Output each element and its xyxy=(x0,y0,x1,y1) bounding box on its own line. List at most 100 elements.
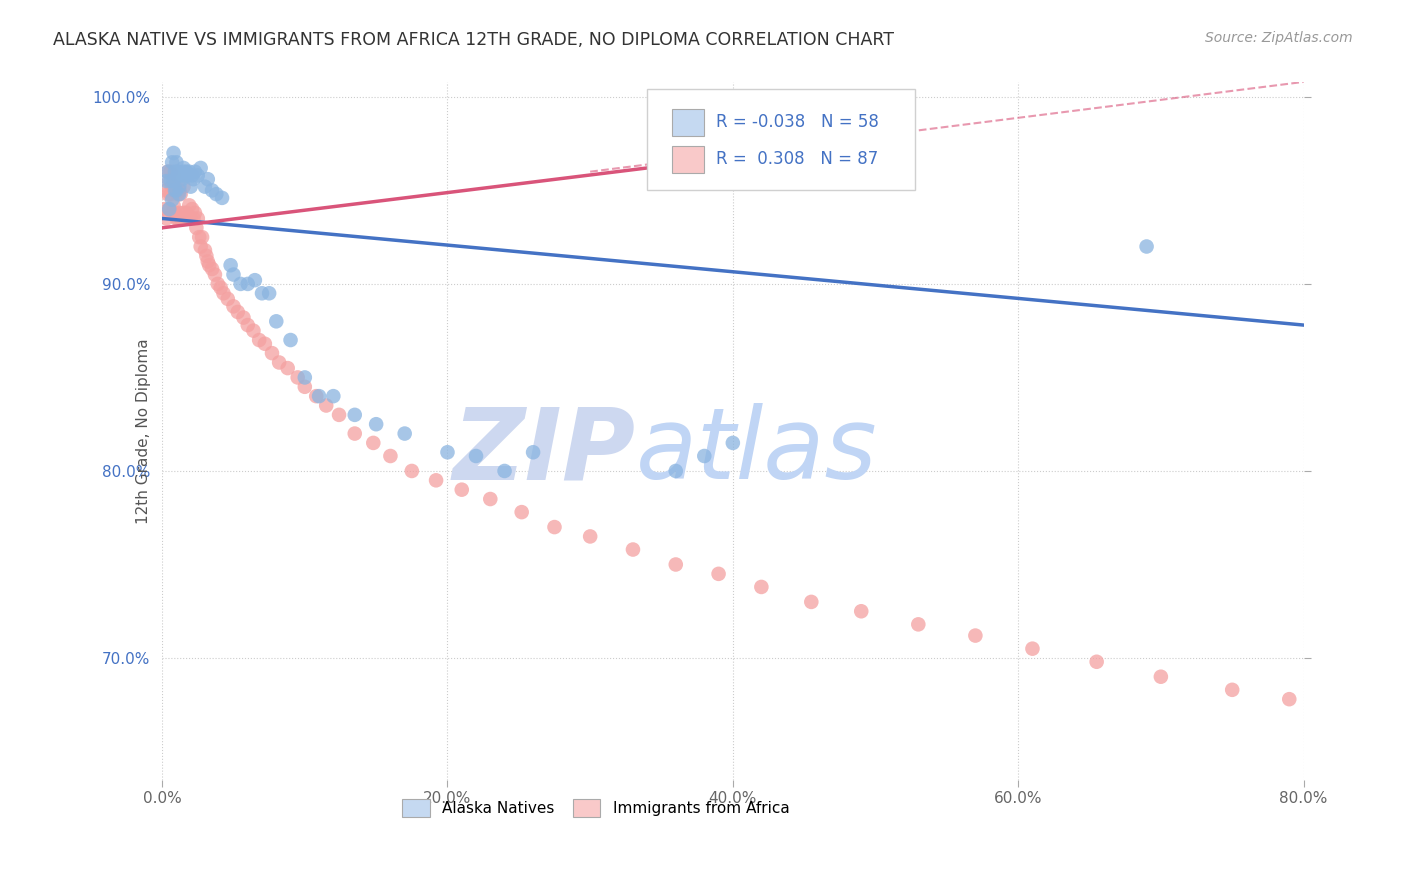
Point xyxy=(1085,655,1108,669)
Point xyxy=(163,183,186,197)
Point xyxy=(176,206,198,220)
Legend: Alaska Natives, Immigrants from Africa: Alaska Natives, Immigrants from Africa xyxy=(395,791,797,824)
Point xyxy=(522,445,544,459)
Point xyxy=(207,277,229,291)
Point xyxy=(165,211,187,226)
Point xyxy=(162,174,184,188)
Point xyxy=(186,220,208,235)
Point xyxy=(851,604,873,618)
Point xyxy=(167,187,190,202)
Point xyxy=(163,164,186,178)
Point xyxy=(305,389,328,403)
Point xyxy=(201,183,224,197)
Text: atlas: atlas xyxy=(636,403,877,500)
Point xyxy=(166,164,188,178)
Point xyxy=(257,286,280,301)
Point xyxy=(394,426,416,441)
Point xyxy=(180,179,202,194)
Point xyxy=(450,483,472,497)
Point xyxy=(260,346,283,360)
Point xyxy=(160,206,183,220)
Point xyxy=(160,155,183,169)
Point xyxy=(155,211,177,226)
Point xyxy=(243,273,266,287)
Point xyxy=(315,399,337,413)
Point xyxy=(173,164,195,178)
Point xyxy=(247,333,270,347)
Point xyxy=(173,179,195,194)
Point xyxy=(380,449,402,463)
Point xyxy=(179,198,201,212)
Point xyxy=(204,268,226,282)
Point xyxy=(250,286,273,301)
Text: R =  0.308   N = 87: R = 0.308 N = 87 xyxy=(716,151,877,169)
Point xyxy=(183,172,205,186)
Point xyxy=(156,164,179,178)
Point xyxy=(217,292,239,306)
Point xyxy=(494,464,516,478)
Point xyxy=(157,174,180,188)
Point xyxy=(156,187,179,202)
Point xyxy=(212,286,235,301)
Point xyxy=(236,318,259,332)
Point xyxy=(343,426,366,441)
Point xyxy=(436,445,458,459)
Point xyxy=(665,464,688,478)
Point xyxy=(465,449,488,463)
FancyBboxPatch shape xyxy=(647,89,915,190)
Point xyxy=(287,370,309,384)
Point xyxy=(157,202,180,216)
Point xyxy=(294,380,316,394)
Point xyxy=(194,179,217,194)
Point xyxy=(165,155,187,169)
Point xyxy=(166,169,188,183)
Point xyxy=(184,206,207,220)
Point xyxy=(401,464,423,478)
Point xyxy=(328,408,350,422)
Text: Source: ZipAtlas.com: Source: ZipAtlas.com xyxy=(1205,31,1353,45)
Point xyxy=(253,336,276,351)
Point xyxy=(166,187,188,202)
Point xyxy=(205,187,228,202)
Point xyxy=(165,183,187,197)
Point xyxy=(197,172,219,186)
Point xyxy=(160,179,183,194)
Point xyxy=(167,206,190,220)
Point xyxy=(155,174,177,188)
Point xyxy=(211,191,233,205)
Point xyxy=(264,314,287,328)
Point xyxy=(308,389,330,403)
Point xyxy=(579,529,602,543)
Point xyxy=(160,193,183,207)
Point xyxy=(242,324,264,338)
Point xyxy=(195,249,218,263)
Point xyxy=(197,254,219,268)
Point xyxy=(153,202,176,216)
Point xyxy=(479,491,502,506)
Point xyxy=(159,174,181,188)
Point xyxy=(343,408,366,422)
Point xyxy=(155,183,177,197)
Point xyxy=(190,161,212,175)
Point xyxy=(907,617,929,632)
Point xyxy=(172,211,194,226)
Point xyxy=(198,258,221,272)
Point xyxy=(229,277,252,291)
Point xyxy=(183,211,205,226)
Point xyxy=(162,198,184,212)
Point xyxy=(184,164,207,178)
Point xyxy=(751,580,773,594)
Point xyxy=(172,172,194,186)
Point xyxy=(280,333,302,347)
Point xyxy=(190,239,212,253)
Point xyxy=(800,595,823,609)
Point xyxy=(170,187,193,202)
Point xyxy=(159,164,181,178)
Point xyxy=(201,262,224,277)
Point xyxy=(167,179,190,194)
Point xyxy=(269,355,291,369)
Point xyxy=(1136,239,1159,253)
Point xyxy=(543,520,565,534)
Point xyxy=(1220,682,1243,697)
Bar xyxy=(672,146,704,172)
